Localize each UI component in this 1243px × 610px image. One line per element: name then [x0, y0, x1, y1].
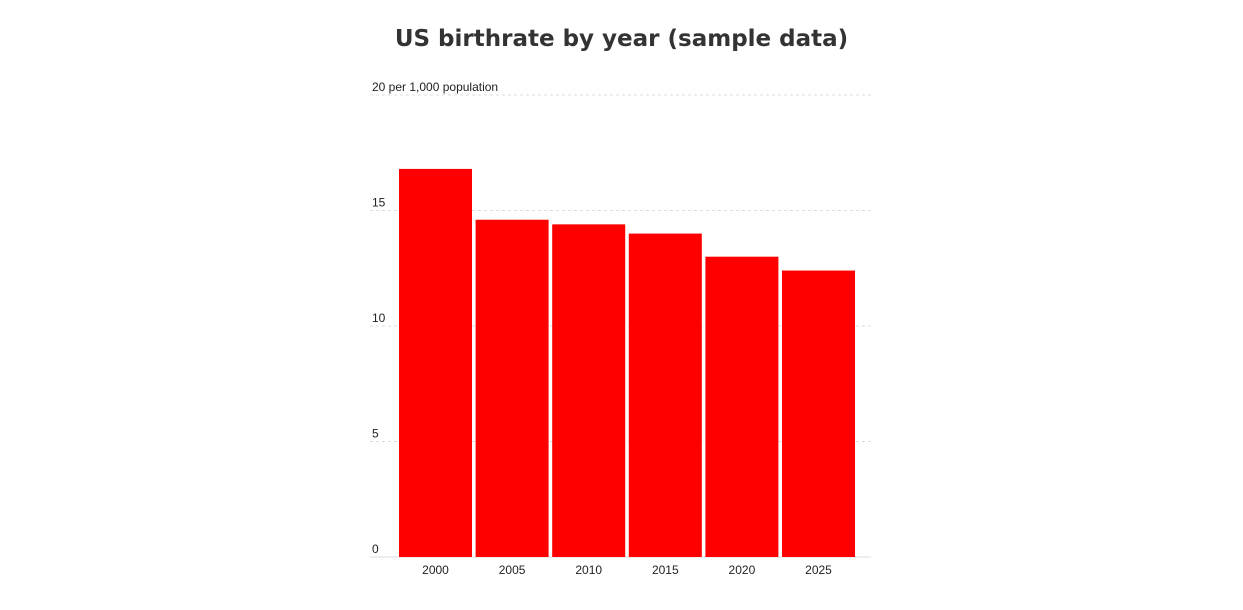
x-tick-label: 2025: [805, 563, 832, 577]
x-tick-label: 2020: [729, 563, 756, 577]
x-tick-label: 2005: [499, 563, 526, 577]
y-tick-label: 0: [372, 542, 379, 556]
y-tick-label: 10: [372, 311, 386, 325]
y-axis-ticks: 0 5 10 15 20 per 1,000 population: [372, 80, 498, 556]
x-tick-label: 2000: [422, 563, 449, 577]
bar: [552, 224, 626, 558]
bar: [628, 233, 702, 557]
bar: [705, 256, 779, 557]
bar: [399, 168, 472, 558]
x-tick-label: 2015: [652, 563, 679, 577]
bar: [475, 219, 549, 558]
y-tick-label: 15: [372, 196, 386, 210]
x-axis-ticks: 2000 2005 2010 2015 2020 2025: [422, 563, 832, 577]
y-tick-label: 20 per 1,000 population: [372, 80, 498, 94]
x-tick-label: 2010: [575, 563, 602, 577]
y-tick-label: 5: [372, 427, 379, 441]
chart-title: US birthrate by year (sample data): [394, 26, 849, 52]
bar: [782, 270, 855, 557]
bars: [399, 168, 855, 558]
